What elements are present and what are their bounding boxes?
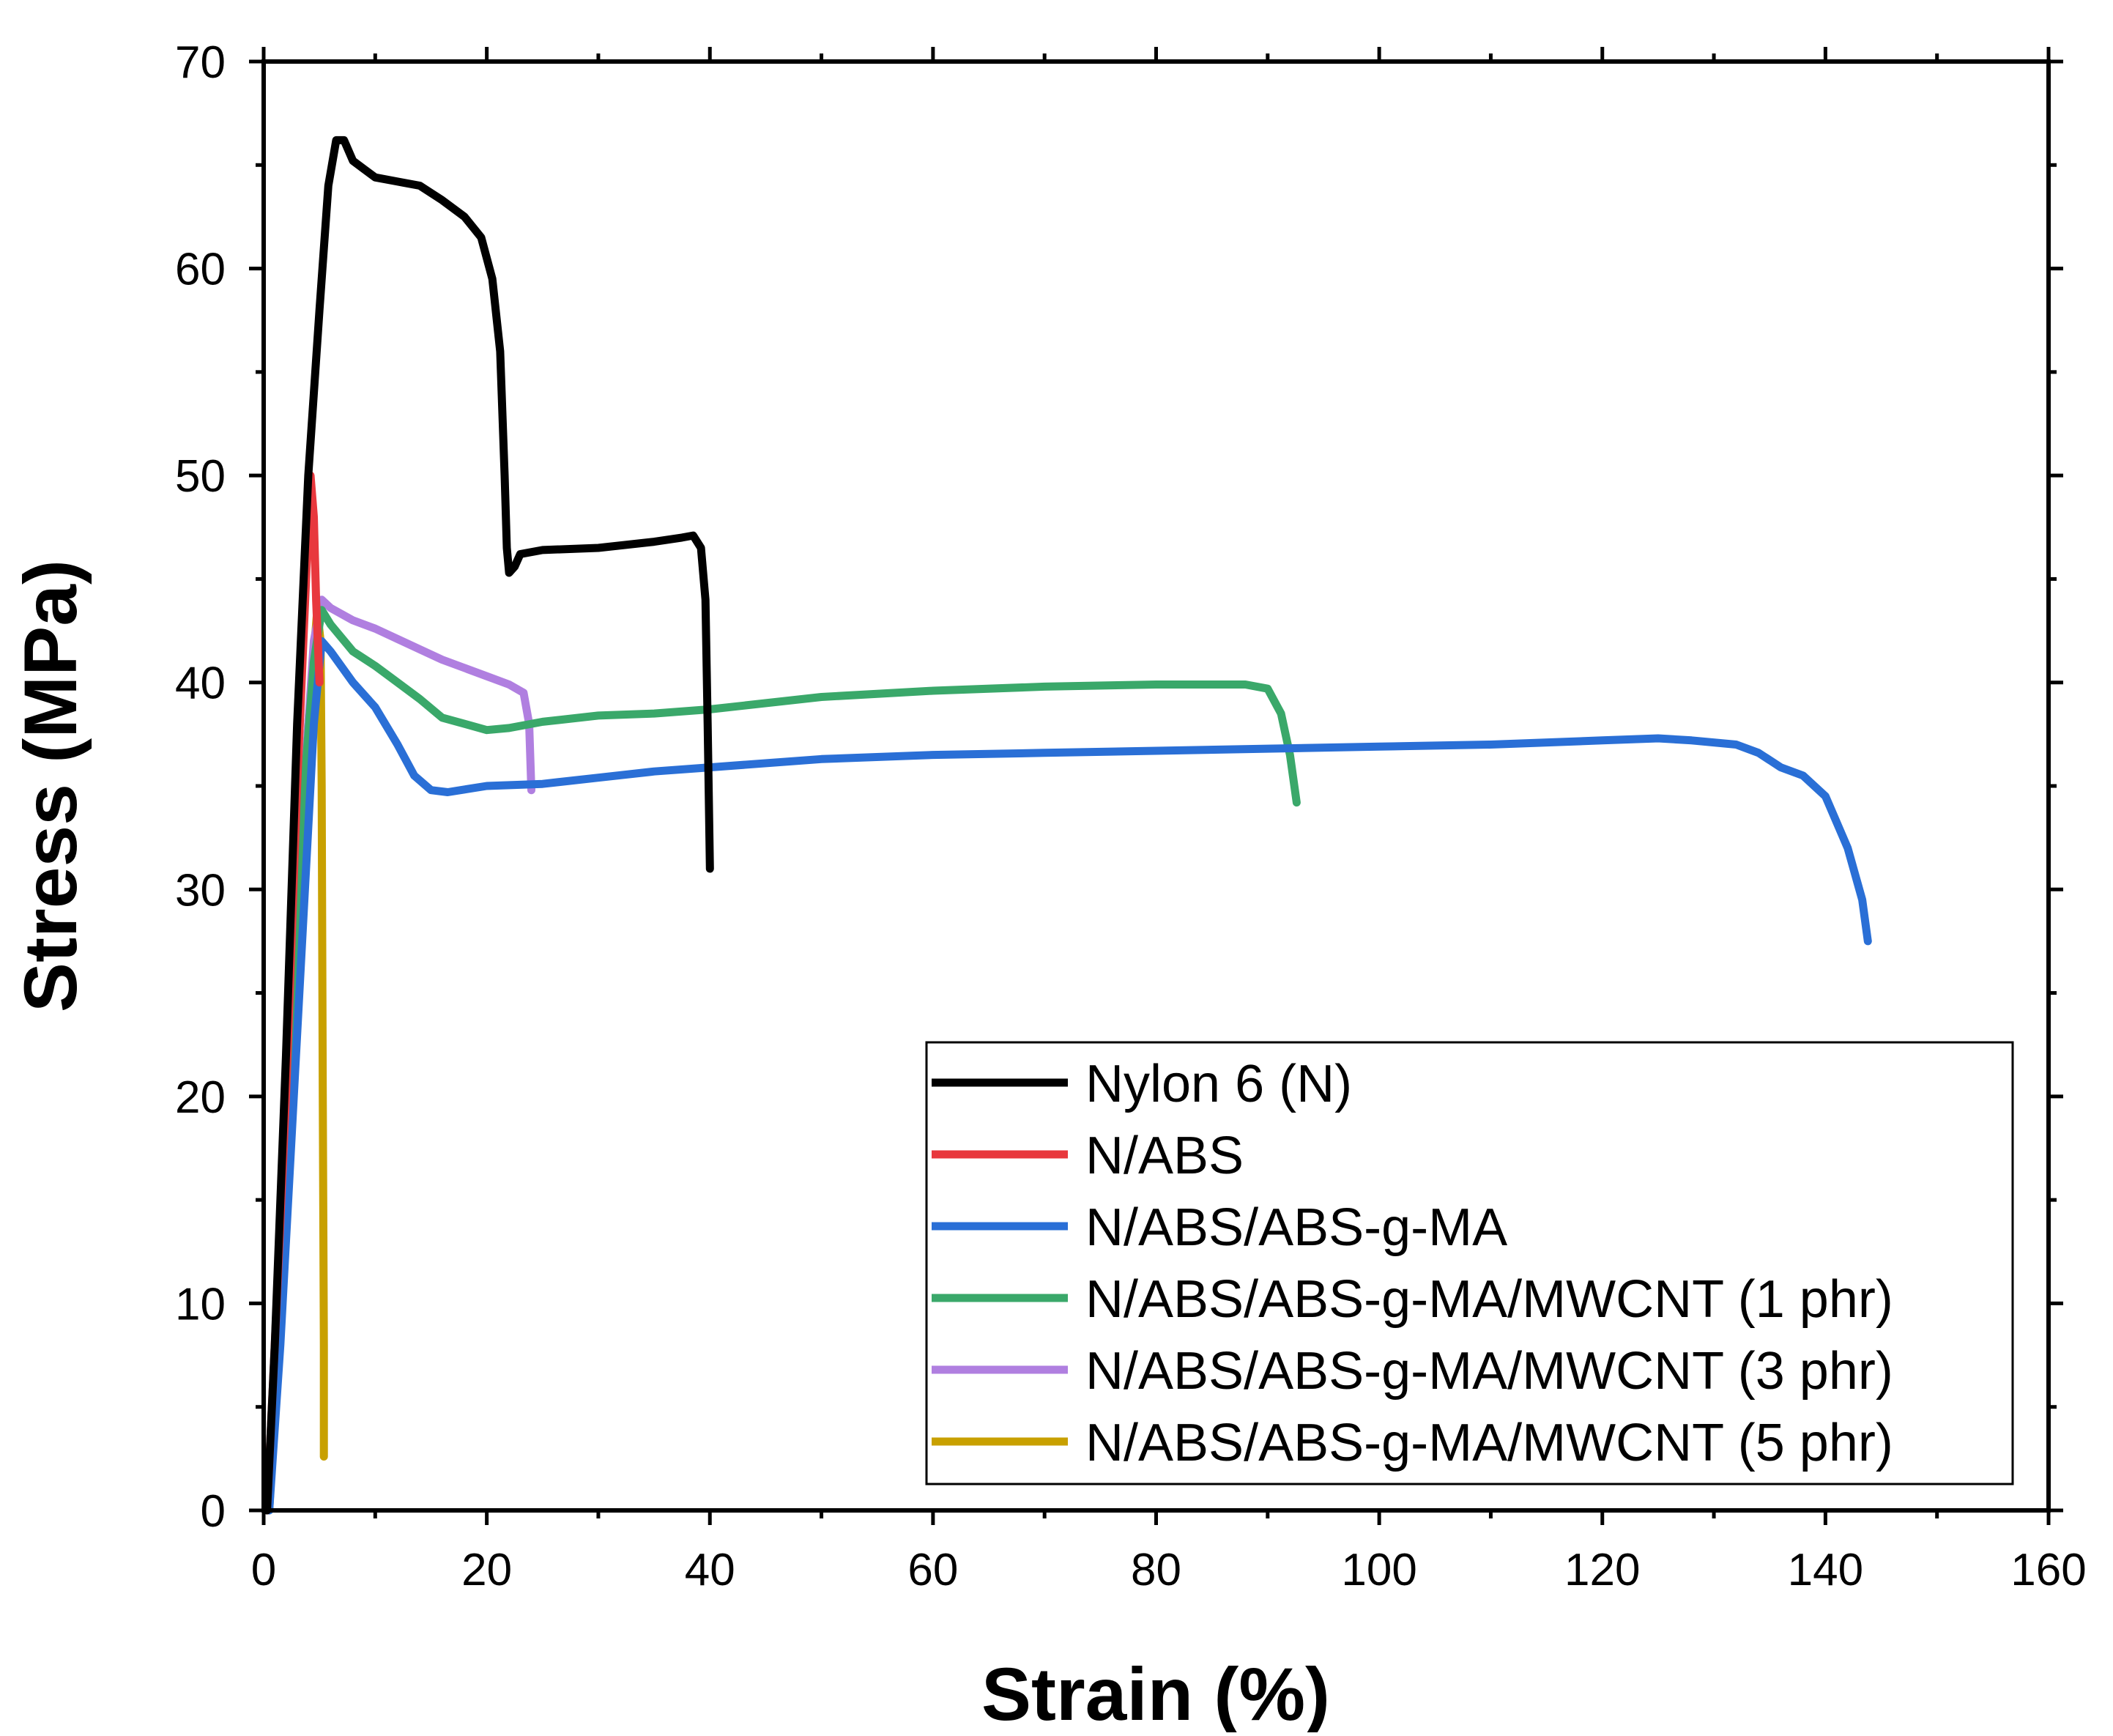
y-axis-title: Stress (MPa) — [9, 560, 92, 1012]
x-tick-label: 100 — [1341, 1545, 1416, 1595]
legend-label-2: N/ABS/ABS-g-MA — [1085, 1198, 1507, 1257]
legend-box — [925, 1041, 2014, 1485]
y-tick-label: 30 — [175, 865, 226, 916]
y-tick-label: 60 — [175, 245, 226, 295]
x-tick-label: 80 — [1131, 1545, 1181, 1595]
y-tick-label: 40 — [175, 659, 226, 709]
x-tick-label: 60 — [907, 1545, 958, 1595]
legend-label-5: N/ABS/ABS-g-MA/MWCNT (5 phr) — [1085, 1414, 1893, 1472]
y-tick-label: 70 — [175, 37, 226, 88]
x-axis-title: Strain (%) — [981, 1652, 1330, 1732]
x-tick-label: 40 — [685, 1545, 735, 1595]
y-tick-label: 50 — [175, 451, 226, 502]
y-tick-label: 10 — [175, 1279, 226, 1329]
legend-label-0: Nylon 6 (N) — [1085, 1055, 1352, 1113]
x-tick-label: 160 — [2010, 1545, 2086, 1595]
x-tick-label: 140 — [1788, 1545, 1863, 1595]
legend-label-1: N/ABS — [1085, 1127, 1244, 1185]
y-tick-label: 20 — [175, 1072, 226, 1123]
legend-label-4: N/ABS/ABS-g-MA/MWCNT (3 phr) — [1085, 1342, 1893, 1401]
x-tick-label: 0 — [251, 1545, 276, 1595]
series-line-2 — [265, 637, 1872, 1515]
x-tick-label: 120 — [1564, 1545, 1640, 1595]
series-layer — [263, 136, 1872, 1515]
axis-layer: 0 20 40 60 80 100 120 140 160 0 10 20 30 40 50 60 70 — [175, 37, 2087, 1595]
series-line-0 — [263, 136, 714, 1515]
legend-label-3: N/ABS/ABS-g-MA/MWCNT (1 phr) — [1085, 1270, 1893, 1329]
legend: Nylon 6 (N) N/ABS N/ABS/ABS-g-MA N/ABS/ABS-… — [925, 1041, 2014, 1485]
x-tick-label: 20 — [461, 1545, 512, 1595]
y-tick-label: 0 — [201, 1486, 226, 1537]
